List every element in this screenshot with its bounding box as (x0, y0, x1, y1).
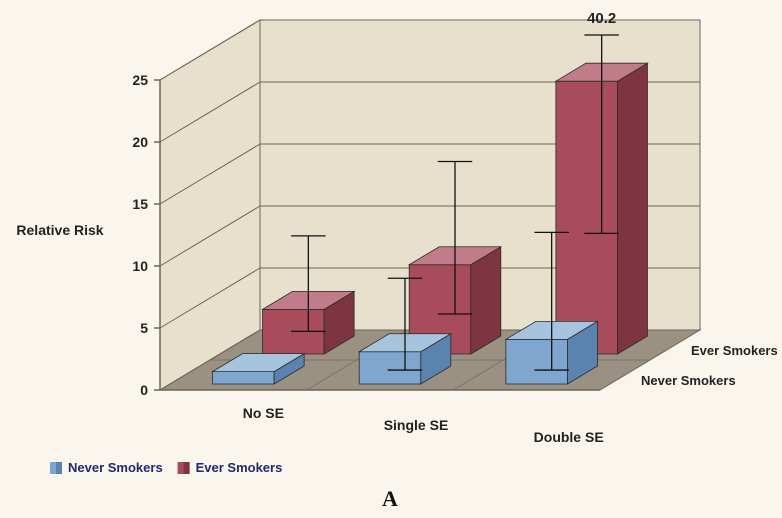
y-tick-label: 15 (132, 196, 148, 212)
y-tick-label: 5 (140, 320, 148, 336)
chart-root: 0 5 10 15 20 25 Relative Risk 40.2 No SE Single S… (0, 0, 782, 518)
left-wall (160, 20, 260, 390)
bar-side (617, 63, 647, 354)
y-tick-label: 10 (132, 258, 148, 274)
y-tick-label: 0 (140, 382, 148, 398)
depth-category-label: Ever Smokers (691, 343, 778, 358)
depth-category-label: Never Smokers (641, 373, 736, 388)
legend-swatch-shade (184, 462, 190, 474)
category-label: Double SE (534, 429, 604, 445)
bar-front (213, 372, 275, 384)
bar-side (471, 247, 501, 354)
bar-front (359, 352, 421, 384)
legend-label: Ever Smokers (196, 460, 283, 475)
legend-label: Never Smokers (68, 460, 163, 475)
chart-svg: 0 5 10 15 20 25 Relative Risk 40.2 No SE Single S… (0, 0, 782, 518)
bar-front (506, 339, 568, 384)
y-axis-title: Relative Risk (16, 222, 103, 238)
y-tick-label: 25 (132, 72, 148, 88)
legend-swatch-shade (56, 462, 62, 474)
category-label: Single SE (384, 417, 449, 433)
panel-label: A (382, 486, 398, 511)
bar-front (556, 81, 618, 354)
bar-annotation: 40.2 (587, 10, 616, 27)
y-tick-label: 20 (132, 134, 148, 150)
category-label: No SE (243, 405, 284, 421)
